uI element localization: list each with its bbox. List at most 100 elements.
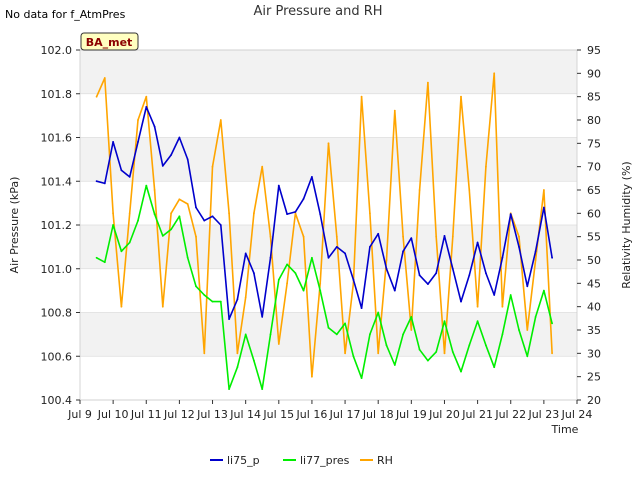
data-point-li77_pres — [103, 261, 106, 264]
data-point-li77_pres — [435, 351, 438, 353]
data-point-li77_pres — [410, 316, 413, 318]
data-point-li75_p — [443, 235, 446, 237]
x-tick-label: Jul 22 — [494, 408, 526, 421]
x-tick-label: Jul 21 — [461, 408, 493, 421]
data-point-li77_pres — [385, 344, 388, 347]
data-point-RH — [460, 95, 462, 98]
data-point-li77_pres — [219, 300, 222, 303]
data-point-RH — [120, 305, 123, 308]
data-point-li75_p — [112, 141, 114, 143]
right-tick-label: 40 — [587, 301, 601, 314]
data-point-li77_pres — [228, 388, 231, 390]
data-point-li75_p — [294, 211, 297, 213]
x-tick-label: Jul 14 — [229, 408, 261, 421]
right-tick-label: 60 — [587, 207, 601, 220]
data-point-RH — [393, 109, 396, 112]
data-point-li75_p — [352, 278, 355, 281]
data-point-RH — [137, 119, 139, 121]
data-point-RH — [418, 189, 421, 191]
plot-background — [80, 50, 577, 400]
right-tick-label: 35 — [587, 324, 601, 337]
data-point-li75_p — [451, 267, 454, 270]
data-point-RH — [493, 72, 496, 75]
data-point-RH — [402, 235, 404, 238]
data-point-li77_pres — [468, 344, 471, 347]
data-point-li75_p — [145, 106, 148, 108]
data-point-RH — [335, 235, 338, 238]
data-point-li75_p — [103, 182, 106, 185]
data-point-li75_p — [211, 215, 214, 218]
data-point-li77_pres — [170, 228, 173, 231]
right-tick-label: 85 — [587, 91, 601, 104]
left-tick-label: 101.6 — [41, 132, 73, 145]
data-point-RH — [178, 198, 181, 201]
data-point-li77_pres — [120, 250, 123, 253]
data-point-RH — [410, 329, 413, 331]
data-point-RH — [112, 212, 114, 215]
data-point-RH — [195, 235, 197, 238]
data-point-RH — [153, 189, 156, 191]
data-point-li75_p — [311, 176, 313, 178]
data-point-li77_pres — [236, 366, 239, 369]
data-point-li75_p — [219, 224, 222, 226]
data-point-li77_pres — [460, 370, 462, 373]
data-point-li77_pres — [137, 219, 139, 222]
data-point-li77_pres — [543, 289, 545, 292]
data-point-RH — [145, 95, 148, 98]
right-tick-label: 90 — [587, 67, 601, 80]
data-point-li75_p — [460, 300, 462, 303]
data-point-RH — [277, 343, 280, 345]
data-point-li77_pres — [335, 333, 338, 336]
legend-label-RH: RH — [377, 454, 393, 467]
legend-label-li77_pres: li77_pres — [300, 454, 350, 467]
right-tick-label: 80 — [587, 114, 601, 127]
data-point-RH — [269, 235, 272, 238]
data-point-RH — [261, 165, 264, 168]
data-point-li75_p — [393, 289, 396, 292]
data-point-RH — [377, 352, 380, 355]
right-tick-label: 30 — [587, 347, 601, 360]
data-point-li77_pres — [443, 320, 446, 323]
data-point-li77_pres — [393, 364, 396, 366]
data-point-RH — [286, 282, 288, 285]
left-tick-label: 100.6 — [41, 350, 73, 363]
data-point-li75_p — [95, 180, 98, 183]
data-point-li75_p — [385, 267, 388, 270]
data-point-RH — [435, 235, 438, 238]
data-point-li77_pres — [145, 184, 148, 187]
data-point-RH — [476, 305, 479, 308]
data-point-li77_pres — [294, 272, 297, 274]
data-point-li77_pres — [360, 377, 363, 379]
x-tick-label: Jul 13 — [196, 408, 228, 421]
data-point-RH — [319, 282, 322, 285]
data-point-li77_pres — [344, 322, 346, 325]
data-point-li77_pres — [128, 241, 131, 244]
data-point-li75_p — [468, 274, 471, 277]
data-point-li77_pres — [186, 256, 189, 259]
data-point-RH — [294, 212, 297, 215]
data-point-RH — [451, 235, 454, 238]
right-tick-label: 45 — [587, 277, 601, 290]
data-point-RH — [526, 329, 529, 331]
data-point-li75_p — [526, 285, 529, 288]
data-point-li77_pres — [327, 326, 330, 329]
data-point-li75_p — [128, 176, 131, 178]
data-point-li75_p — [509, 213, 512, 216]
data-point-li77_pres — [261, 388, 264, 390]
data-point-li75_p — [377, 232, 380, 235]
data-point-li75_p — [228, 318, 231, 320]
data-point-li77_pres — [211, 300, 214, 303]
data-point-li75_p — [253, 272, 255, 274]
left-tick-label: 101.8 — [41, 88, 73, 101]
data-point-li77_pres — [302, 289, 305, 292]
data-point-li77_pres — [451, 351, 454, 353]
data-point-li75_p — [302, 197, 305, 200]
data-point-li77_pres — [277, 278, 280, 281]
data-point-li75_p — [418, 274, 421, 277]
data-point-li75_p — [269, 256, 272, 259]
series-points-li75_p — [95, 106, 553, 320]
x-tick-label: Jul 9 — [67, 408, 92, 421]
data-point-RH — [443, 352, 446, 355]
data-point-li75_p — [335, 246, 338, 248]
data-point-li77_pres — [269, 333, 272, 336]
